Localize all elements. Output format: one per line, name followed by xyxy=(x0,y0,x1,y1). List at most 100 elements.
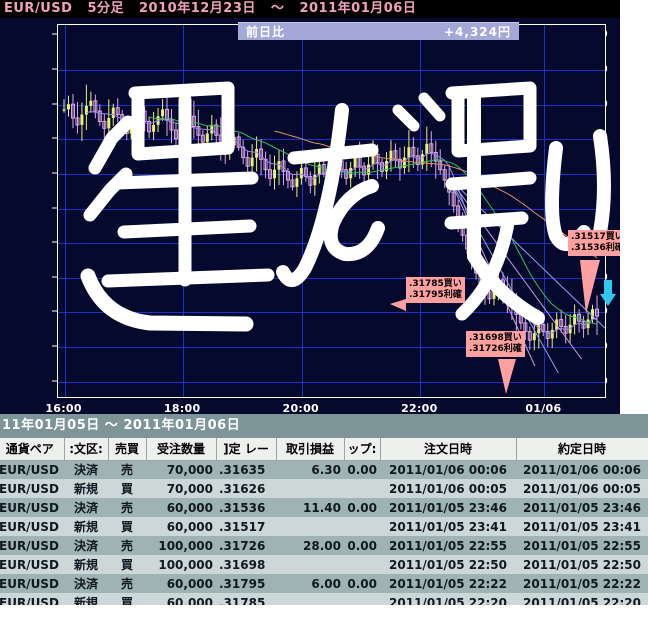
cell-rate: .31517 xyxy=(216,517,276,536)
callout-31698-line2: .31726利確 xyxy=(469,344,522,354)
candle-body xyxy=(178,131,182,139)
cell-pair: EUR/USD xyxy=(0,555,64,574)
cell-quantity: 100,000 xyxy=(146,555,216,574)
chart-title: EUR/USD 5分足 2010年12月23日 ～ 2011年01月06日 xyxy=(4,1,426,17)
cell-order-kind: 決済 xyxy=(64,498,108,517)
bottom-strip xyxy=(0,605,648,619)
orders-table-panel: 11年01月05日 ～ 2011年01月06日 通貨ペア :文区: 売買 受注数… xyxy=(0,414,648,619)
candle-body xyxy=(152,124,156,132)
cell-pl: 28.00 xyxy=(276,536,344,555)
candle-body xyxy=(527,331,532,341)
col-header-side[interactable]: 売買 xyxy=(108,438,147,461)
cell-pl xyxy=(276,517,344,536)
cell-side: 売 xyxy=(108,498,146,517)
orders-table-body: EUR/USD 決済売 70,000.31635 6.30 0.00 2011/01/06… xyxy=(0,460,648,612)
candle-body xyxy=(93,100,98,112)
candle-body xyxy=(75,117,80,126)
plot-area-outer: 1.33201.33001.32801.32601.32401.32201.32… xyxy=(0,18,620,414)
table-row[interactable]: EUR/USD 決済売 70,000.31635 6.30 0.00 2011/01/06… xyxy=(0,460,648,479)
y-axis-tick xyxy=(52,172,57,174)
candle-body xyxy=(236,136,241,148)
table-row[interactable]: EUR/USD 新規買 60,000.31517 2011/01/05 23:41 20… xyxy=(0,517,648,536)
candle-body xyxy=(380,162,385,172)
y-axis-tick xyxy=(52,276,57,278)
cell-order-datetime: 2011/01/05 23:41 xyxy=(380,517,516,536)
table-row[interactable]: EUR/USD 決済売 100,000.31726 28.00 0.00 2011/01/… xyxy=(0,536,648,555)
cell-fill-datetime: 2011/01/05 22:55 xyxy=(516,536,648,555)
candle-body xyxy=(384,161,388,172)
chart-title-pair: EUR/USD xyxy=(4,1,73,16)
cell-side: 売 xyxy=(108,460,146,479)
table-row[interactable]: EUR/USD 新規買 70,000.31626 2011/01/06 00:05 20… xyxy=(0,479,648,498)
candle-body xyxy=(331,171,335,182)
gridline-vertical xyxy=(64,25,66,397)
candle-body xyxy=(255,149,259,158)
gridline-vertical xyxy=(544,25,546,397)
candle-body xyxy=(559,319,564,327)
x-axis-label: 20:00 xyxy=(282,402,320,414)
y-axis-tick xyxy=(52,207,57,209)
candle-body xyxy=(62,109,66,111)
gridline-horizontal xyxy=(58,347,605,349)
y-axis-tick xyxy=(52,241,57,243)
candle-body xyxy=(415,155,420,165)
candle-body xyxy=(573,314,577,325)
table-row[interactable]: EUR/USD 決済売 60,000.31795 6.00 0.00 2011/01/05… xyxy=(0,574,648,593)
col-header-order-datetime[interactable]: 注文日時 xyxy=(380,438,517,461)
col-header-rate[interactable]: ]定 レー xyxy=(216,438,277,461)
cell-fill-datetime: 2011/01/06 00:06 xyxy=(516,460,648,479)
cell-order-datetime: 2011/01/06 00:05 xyxy=(380,479,516,498)
col-header-fill-datetime[interactable]: 約定日時 xyxy=(516,438,648,461)
col-header-quantity[interactable]: 受注数量 xyxy=(146,438,217,461)
candle-body xyxy=(429,143,434,153)
col-header-order-kind[interactable]: :文区: xyxy=(64,438,109,461)
candle-body xyxy=(317,164,321,175)
candle-body xyxy=(70,103,75,119)
candle-body xyxy=(84,105,88,115)
cell-quantity: 100,000 xyxy=(146,536,216,555)
callout-31698: .31698買い .31726利確 xyxy=(466,331,525,357)
candle-body xyxy=(245,157,250,167)
cell-rate: .31635 xyxy=(216,460,276,479)
cell-order-datetime: 2011/01/06 00:06 xyxy=(380,460,516,479)
cell-pl xyxy=(276,555,344,574)
cell-pl: 11.40 xyxy=(276,498,344,517)
candle-body xyxy=(111,107,115,118)
candle-body xyxy=(134,118,138,127)
candle-body xyxy=(550,329,554,339)
gridline-horizontal xyxy=(58,312,605,314)
candle-body xyxy=(268,169,273,179)
candle-body xyxy=(353,157,357,168)
candle-body xyxy=(420,154,424,165)
callout-31785-line1: .31785買い xyxy=(409,279,462,289)
cell-swap xyxy=(344,555,380,574)
cell-swap: 0.00 xyxy=(344,498,380,517)
x-axis-label: 22:00 xyxy=(401,402,438,414)
col-header-pl[interactable]: 取引損益 xyxy=(276,438,345,461)
cell-pair: EUR/USD xyxy=(0,479,64,498)
table-row[interactable]: EUR/USD 新規買 100,000.31698 2011/01/05 22:50 2… xyxy=(0,555,648,574)
cell-side: 買 xyxy=(108,479,146,498)
candle-body xyxy=(433,151,438,162)
col-header-swap[interactable]: ップ: xyxy=(344,438,381,461)
cell-rate: .31626 xyxy=(216,479,276,498)
chart-title-tilde: ～ xyxy=(270,1,285,16)
table-row[interactable]: EUR/USD 決済売 60,000.31536 11.40 0.00 2011/01/0… xyxy=(0,498,648,517)
chart-title-to: 2011年01月06日 xyxy=(299,1,417,16)
cell-side: 買 xyxy=(108,555,146,574)
cell-fill-datetime: 2011/01/06 00:05 xyxy=(516,479,648,498)
candle-body xyxy=(107,118,111,129)
cell-order-kind: 決済 xyxy=(64,460,108,479)
cell-order-kind: 新規 xyxy=(64,517,108,536)
orders-table: 通貨ペア :文区: 売買 受注数量 ]定 レー 取引損益 ップ: 注文日時 約定… xyxy=(0,438,648,612)
candle-body xyxy=(362,165,367,176)
cell-fill-datetime: 2011/01/05 23:46 xyxy=(516,498,648,517)
candle-body xyxy=(313,174,317,186)
candle-body xyxy=(367,164,371,175)
col-header-pair[interactable]: 通貨ペア xyxy=(0,438,65,461)
cell-order-kind: 決済 xyxy=(64,574,108,593)
table-date-range-title: 11年01月05日 ～ 2011年01月06日 xyxy=(0,414,648,438)
cell-swap xyxy=(344,517,380,536)
candle-body xyxy=(89,100,93,106)
